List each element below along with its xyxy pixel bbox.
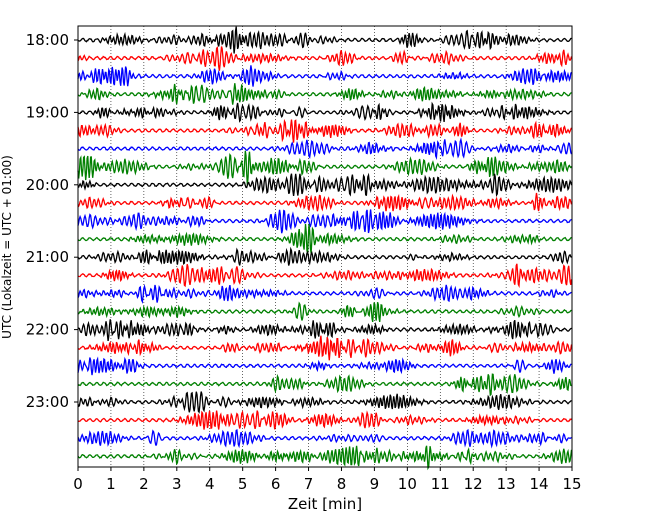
seismic-trace — [77, 192, 573, 212]
seismic-trace — [77, 391, 572, 414]
x-tick-label: 4 — [205, 475, 215, 493]
seismic-trace — [77, 284, 572, 304]
x-tick-label: 14 — [530, 475, 549, 493]
x-axis-ticks: 0 1 2 3 4 5 6 7 8 9 10 11 12 13 14 15 — [73, 467, 582, 493]
seismic-trace — [77, 356, 572, 376]
x-tick-label: 2 — [139, 475, 149, 493]
seismic-trace — [77, 263, 573, 289]
seismic-trace — [77, 137, 573, 160]
seismic-trace — [77, 172, 573, 197]
x-tick-label: 9 — [370, 475, 380, 493]
y-tick-label: 23:00 — [26, 393, 69, 411]
x-tick-label: 11 — [431, 475, 450, 493]
x-tick-label: 12 — [464, 475, 483, 493]
y-tick-label: 19:00 — [26, 103, 69, 121]
seismic-trace — [77, 65, 573, 87]
seismic-trace — [77, 410, 572, 430]
x-tick-label: 7 — [304, 475, 314, 493]
y-axis-label: UTC (Lokalzeit = UTC + 01:00) — [0, 155, 14, 339]
y-tick-label: 18:00 — [26, 31, 69, 49]
seismic-trace — [77, 83, 572, 105]
y-tick-label: 20:00 — [26, 176, 69, 194]
plot-frame — [77, 25, 573, 468]
y-tick-label: 21:00 — [26, 248, 69, 266]
seismic-trace — [77, 335, 573, 361]
seismic-trace — [77, 246, 572, 266]
x-axis-label: Zeit [min] — [288, 495, 362, 513]
x-tick-label: 15 — [562, 475, 581, 493]
seismic-traces — [77, 26, 573, 471]
x-tick-label: 1 — [106, 475, 116, 493]
seismic-trace — [77, 209, 572, 234]
x-tick-label: 8 — [337, 475, 347, 493]
seismic-trace — [77, 150, 573, 186]
x-tick-label: 3 — [172, 475, 182, 493]
seismic-trace — [77, 301, 572, 323]
seismic-trace — [77, 445, 573, 471]
x-tick-label: 0 — [73, 475, 83, 493]
y-axis-ticks: 18:00 19:00 20:00 21:00 22:00 23:00 — [26, 31, 78, 411]
x-tick-label: 6 — [271, 475, 281, 493]
seismic-trace — [77, 373, 572, 397]
x-tick-label: 5 — [238, 475, 248, 493]
seismic-trace — [77, 46, 573, 71]
x-tick-label: 10 — [398, 475, 417, 493]
seismic-trace — [77, 26, 572, 54]
seismic-trace — [77, 223, 572, 255]
seismic-trace — [77, 118, 573, 143]
x-tick-label: 13 — [497, 475, 516, 493]
seismic-trace — [77, 428, 572, 449]
seismic-trace — [77, 319, 572, 341]
seismic-trace — [77, 101, 572, 123]
y-tick-label: 22:00 — [26, 321, 69, 339]
